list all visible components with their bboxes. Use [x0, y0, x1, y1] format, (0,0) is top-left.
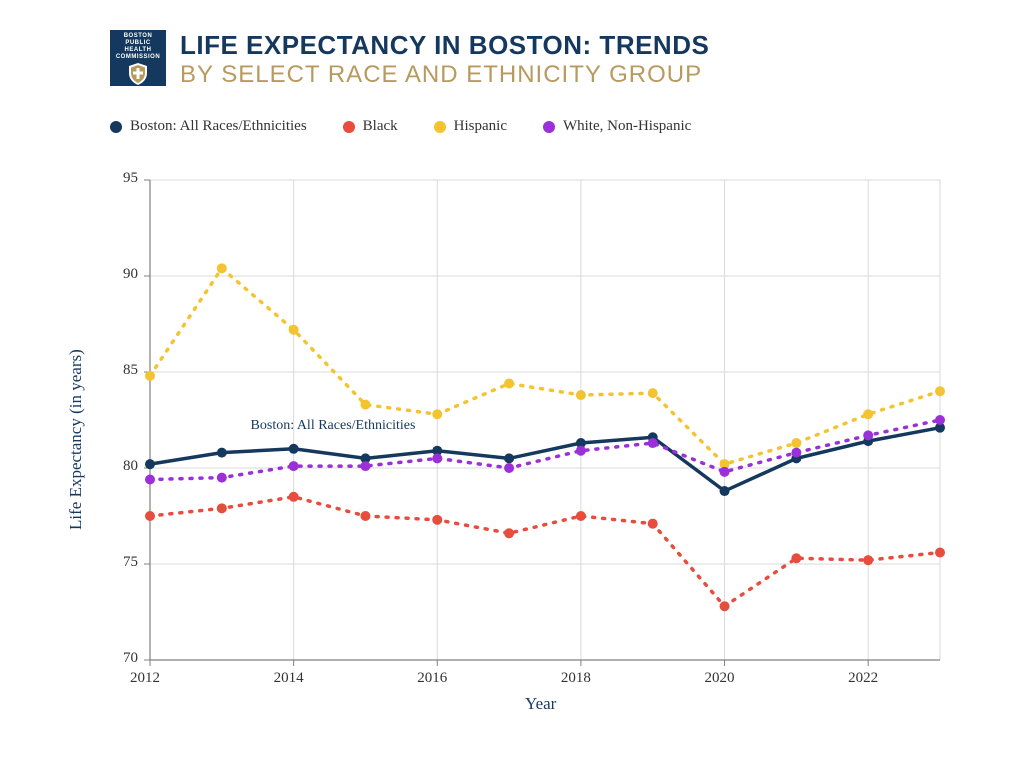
x-tick-label: 2020: [705, 670, 735, 687]
y-tick-label: 70: [123, 650, 138, 667]
y-tick-label: 75: [123, 554, 138, 571]
y-axis-label: Life Expectancy (in years): [66, 349, 86, 530]
chart-header: BOSTON PUBLIC HEALTH COMMISSION LIFE EXP…: [110, 30, 709, 89]
chart-legend: Boston: All Races/Ethnicities Black Hispan…: [110, 118, 691, 135]
shield-icon: [128, 63, 148, 85]
logo-text: BOSTON PUBLIC HEALTH COMMISSION: [116, 31, 160, 61]
y-tick-label: 85: [123, 362, 138, 379]
bphc-logo: BOSTON PUBLIC HEALTH COMMISSION: [110, 30, 166, 86]
legend-marker-icon: [343, 121, 355, 133]
title-block: LIFE EXPECTANCY IN BOSTON: TRENDS BY SEL…: [180, 30, 709, 89]
legend-label: White, Non-Hispanic: [563, 118, 691, 135]
x-tick-label: 2018: [561, 670, 591, 687]
line-chart: [60, 160, 960, 720]
legend-item: Boston: All Races/Ethnicities: [110, 118, 307, 135]
y-tick-label: 90: [123, 266, 138, 283]
legend-item: Hispanic: [434, 118, 507, 135]
series-annotation: Boston: All Races/Ethnicities: [251, 418, 416, 434]
legend-label: Hispanic: [454, 118, 507, 135]
y-tick-label: 80: [123, 458, 138, 475]
x-tick-label: 2022: [848, 670, 878, 687]
legend-item: Black: [343, 118, 398, 135]
legend-marker-icon: [110, 121, 122, 133]
x-tick-label: 2016: [417, 670, 447, 687]
legend-marker-icon: [543, 121, 555, 133]
legend-label: Boston: All Races/Ethnicities: [130, 118, 307, 135]
chart-title: LIFE EXPECTANCY IN BOSTON: TRENDS: [180, 30, 709, 61]
x-tick-label: 2014: [274, 670, 304, 687]
y-tick-label: 95: [123, 170, 138, 187]
x-axis-label: Year: [525, 694, 556, 714]
chart-area: Life Expectancy (in years) Year 70 75 80 85…: [60, 160, 960, 720]
legend-label: Black: [363, 118, 398, 135]
x-tick-label: 2012: [130, 670, 160, 687]
chart-subtitle: BY SELECT RACE AND ETHNICITY GROUP: [180, 61, 709, 89]
legend-item: White, Non-Hispanic: [543, 118, 691, 135]
legend-marker-icon: [434, 121, 446, 133]
